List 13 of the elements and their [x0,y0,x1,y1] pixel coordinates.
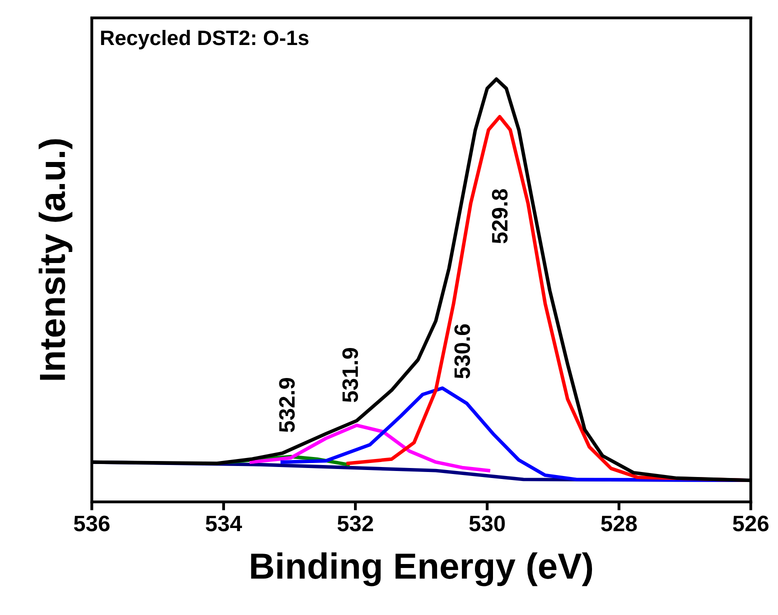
annotation: 529.8 [492,189,508,244]
x-tick-label: 528 [601,516,637,532]
x-tick-label: 530 [469,516,505,532]
x-tick-label: 532 [338,516,374,532]
x-tick-label: 536 [74,516,110,532]
chart-title: Recycled DST2: O-1s [101,30,308,50]
annotation: 532.9 [279,378,295,432]
y-axis-title: Intensity (a.u.) [38,139,72,380]
x-tick-label: 534 [206,516,242,532]
x-tick-label: 526 [732,516,769,532]
x-axis-title: Binding Energy (eV) [251,552,592,586]
annotation: 531.9 [342,348,358,402]
annotation: 530.6 [454,324,470,378]
